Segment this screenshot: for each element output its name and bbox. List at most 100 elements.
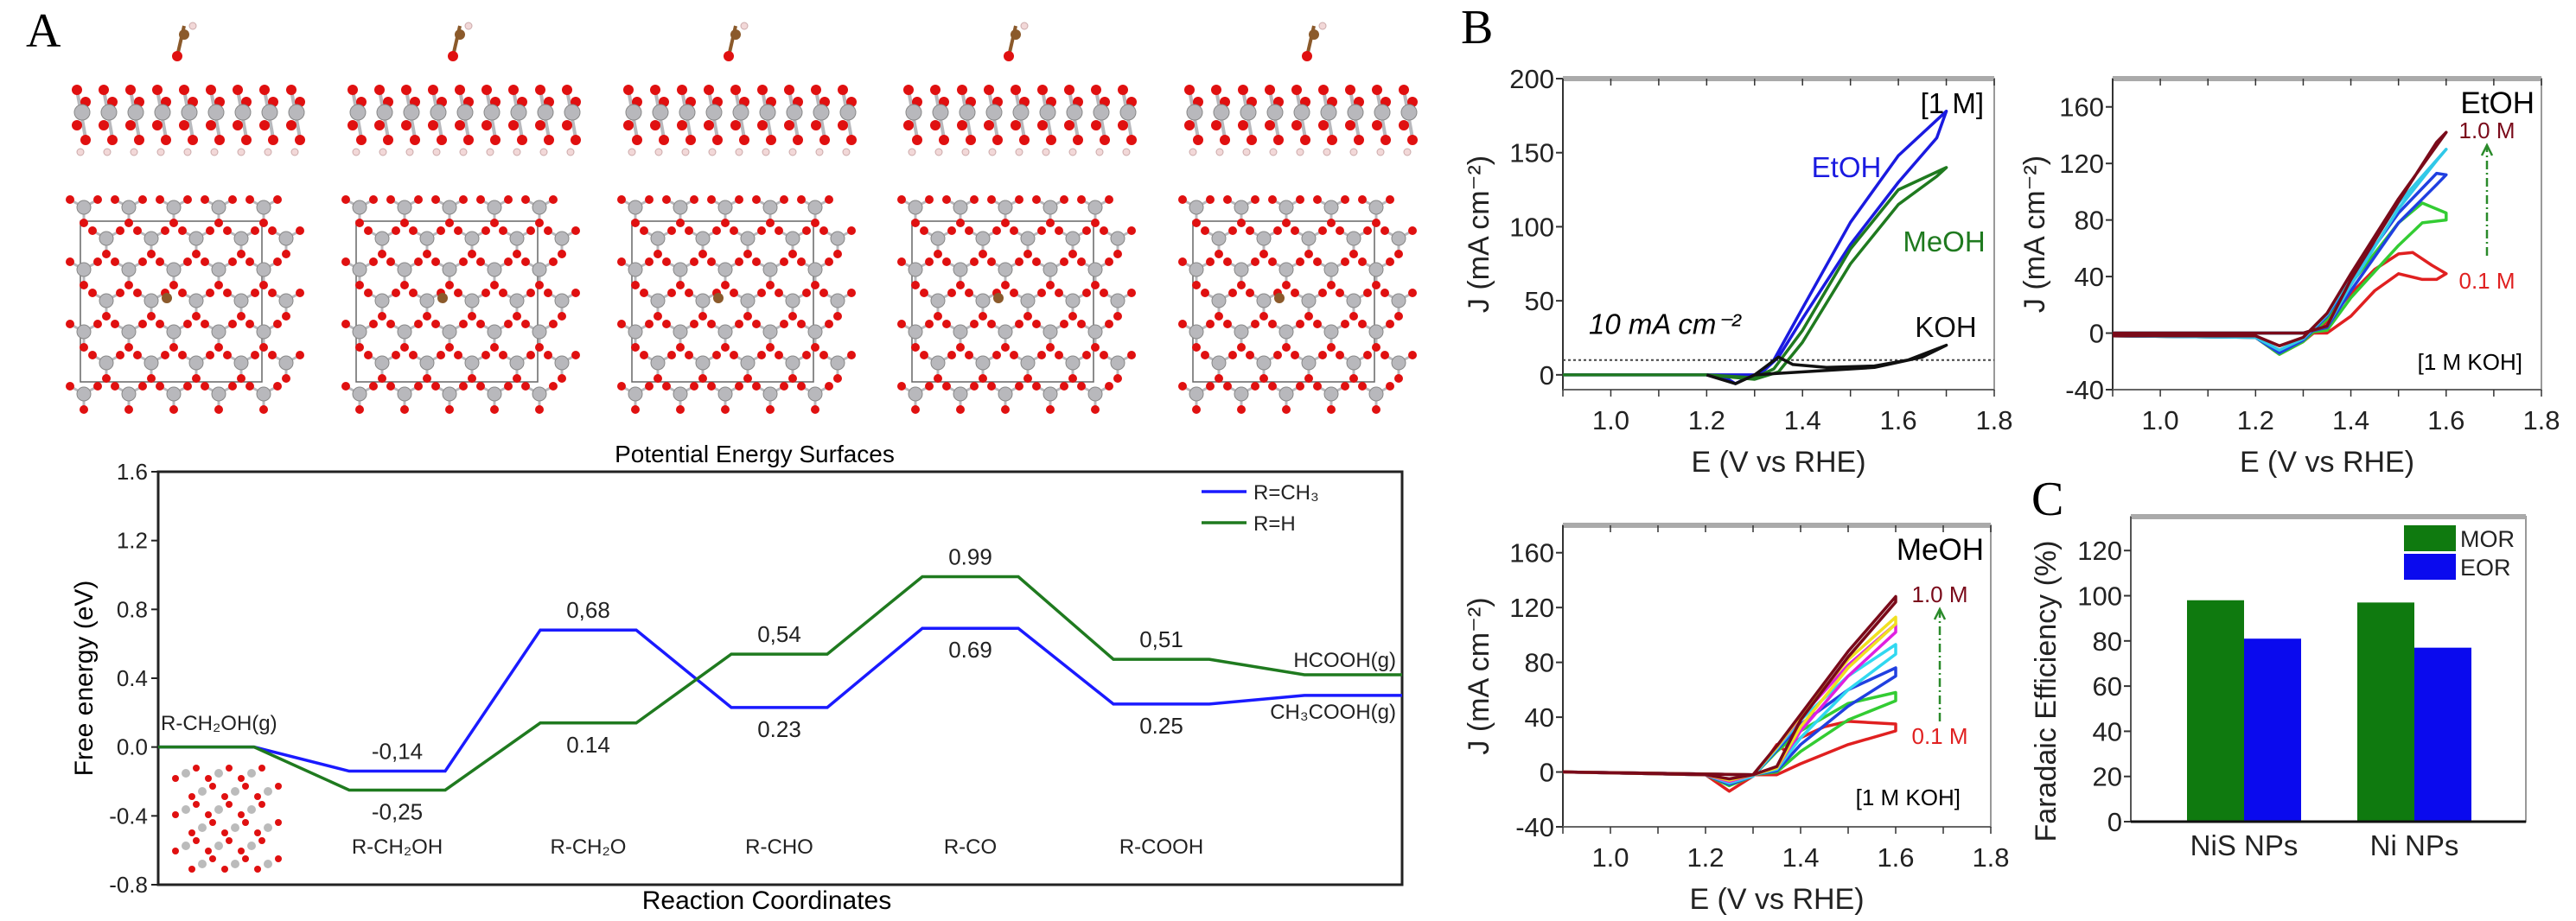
- oxygen-atom: [1077, 382, 1086, 391]
- oxygen-atom: [1060, 382, 1068, 391]
- oxygen-atom: [251, 351, 259, 359]
- oxygen-atom: [793, 135, 803, 145]
- oxygen-atom: [147, 312, 156, 321]
- oxygen-atom: [355, 343, 364, 352]
- oxygen-atom: [237, 374, 245, 383]
- category-label: R-CHO: [745, 835, 813, 859]
- carbon-atom: [162, 293, 172, 303]
- oxygen-atom: [920, 289, 928, 297]
- oxygen-atom: [825, 257, 833, 266]
- alcohol-label: EtOH: [2460, 86, 2535, 120]
- oxygen-atom: [847, 226, 856, 235]
- oxygen-atom: [80, 405, 88, 414]
- oxygen-atom: [1399, 85, 1409, 95]
- oxygen-atom: [251, 289, 259, 297]
- plot-frame: [156, 470, 1404, 886]
- nickel-atom: [807, 200, 823, 215]
- hydrogen-atom: [290, 148, 299, 156]
- y-axis-title: J (mA cm⁻²): [2018, 156, 2051, 313]
- hydrogen-atom: [76, 148, 85, 156]
- nickel-atom: [233, 293, 249, 308]
- hydrogen-atom: [788, 148, 797, 156]
- x-tick-label: 1.4: [1782, 842, 1819, 873]
- nickel-atom: [652, 104, 669, 121]
- oxygen-atom: [1296, 320, 1304, 328]
- plot-frame: [1562, 524, 1992, 828]
- oxygen-atom: [1091, 219, 1100, 227]
- oxygen-atom: [571, 351, 580, 359]
- oxygen-atom: [1178, 382, 1187, 391]
- oxygen-atom: [1037, 226, 1046, 235]
- oxygen-atom: [223, 289, 232, 297]
- oxygen-atom: [1386, 320, 1394, 328]
- oxygen-atom: [1349, 374, 1358, 383]
- nickel-atom: [99, 293, 114, 308]
- oxygen-atom: [504, 382, 513, 391]
- nickel-atom: [807, 386, 823, 402]
- oxygen-atom: [72, 120, 82, 130]
- oxygen-atom: [956, 405, 965, 414]
- y-tick-label: 40: [1525, 702, 1554, 733]
- legend-label: EOR: [2460, 555, 2511, 581]
- hydrogen-atom: [1242, 148, 1251, 156]
- oxygen-atom: [392, 351, 400, 359]
- oxygen-atom: [1259, 312, 1268, 321]
- oxygen-atom: [1127, 351, 1136, 359]
- oxygen-atom: [254, 866, 261, 873]
- nickel-atom: [182, 805, 190, 814]
- data-label: 0,68: [566, 597, 610, 623]
- nickel-atom: [839, 104, 857, 121]
- oxygen-atom: [386, 382, 395, 391]
- oxygen-atom: [1336, 351, 1344, 359]
- nickel-atom: [1043, 200, 1058, 215]
- oxygen-atom: [645, 320, 654, 328]
- x-axis-title: E (V vs RHE): [1689, 883, 1864, 916]
- oxygen-atom: [1223, 257, 1232, 266]
- oxygen-atom: [957, 120, 967, 130]
- oxygen-atom: [1327, 281, 1336, 289]
- oxygen-atom: [348, 120, 358, 130]
- oxygen-atom: [1291, 226, 1299, 235]
- oxygen-atom: [1060, 195, 1068, 204]
- oxygen-atom: [544, 226, 552, 235]
- oxygen-atom: [1318, 85, 1329, 95]
- oxygen-atom: [386, 195, 395, 204]
- oxygen-atom: [1268, 257, 1277, 266]
- y-tick-label: 160: [1509, 538, 1554, 568]
- oxygen-atom: [152, 85, 163, 95]
- oxygen-atom: [1345, 85, 1355, 95]
- oxygen-atom: [1192, 343, 1201, 352]
- hydrogen-atom: [1122, 148, 1131, 156]
- hydrogen-atom: [740, 22, 749, 30]
- oxygen-atom: [784, 120, 794, 130]
- hydrogen-atom: [628, 148, 636, 156]
- y-axis-title: Free energy (eV): [70, 581, 99, 777]
- oxygen-atom: [275, 783, 282, 790]
- nickel-atom: [1323, 324, 1339, 340]
- high-concentration-label: 1.0 M: [1911, 581, 1967, 607]
- series-label: EtOH: [1812, 151, 1882, 183]
- nickel-atom: [1043, 386, 1058, 402]
- oxygen-atom: [1091, 120, 1101, 130]
- nickel-atom: [1189, 386, 1204, 402]
- oxygen-atom: [1318, 226, 1327, 235]
- oxygen-atom: [476, 320, 485, 328]
- oxygen-atom: [925, 320, 934, 328]
- oxygen-atom: [468, 250, 476, 258]
- structure-5: [1178, 22, 1418, 414]
- oxygen-atom: [1023, 312, 1032, 321]
- oxygen-atom: [1380, 226, 1389, 235]
- oxygen-atom: [476, 382, 485, 391]
- oxygen-atom: [1399, 120, 1409, 130]
- oxygen-atom: [111, 320, 119, 328]
- oxygen-atom: [1259, 374, 1268, 383]
- nickel-atom: [419, 231, 435, 246]
- nickel-atom: [628, 262, 643, 277]
- oxygen-atom: [1192, 219, 1201, 227]
- oxygen-atom: [445, 281, 454, 289]
- cv-curve: [1562, 622, 1897, 784]
- hydrogen-atom: [1323, 148, 1331, 156]
- oxygen-atom: [825, 382, 833, 391]
- nickel-atom: [975, 231, 991, 246]
- oxygen-atom: [445, 219, 454, 227]
